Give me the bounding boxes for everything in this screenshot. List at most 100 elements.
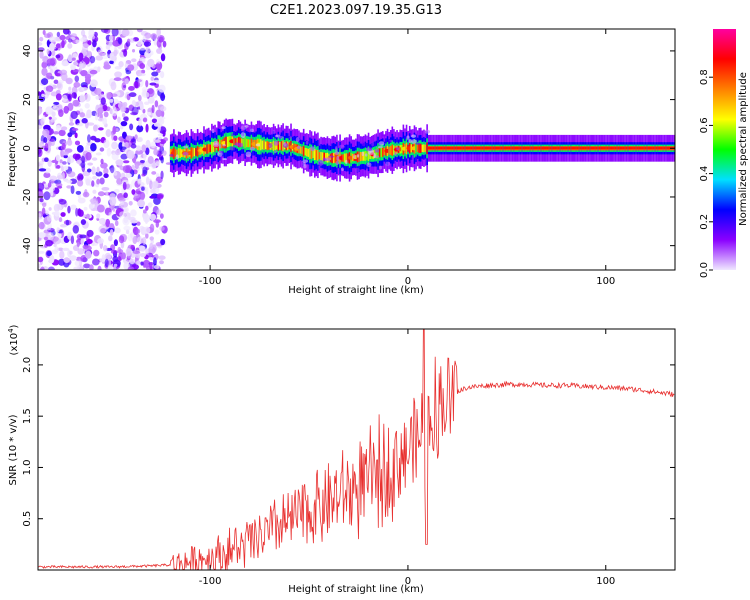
signal-core <box>461 147 463 150</box>
noise-cell <box>129 37 135 43</box>
noise-cell <box>74 75 80 83</box>
noise-cell <box>105 129 112 138</box>
noise-cell <box>115 159 124 166</box>
noise-cell <box>110 81 117 91</box>
scatter-cell <box>231 132 234 137</box>
signal-cell <box>288 142 291 150</box>
signal-core <box>628 147 631 150</box>
noise-cell <box>145 205 149 211</box>
noise-cell <box>70 110 78 120</box>
noise-cell <box>39 36 44 42</box>
noise-cell <box>48 116 52 120</box>
noise-cell <box>46 90 51 96</box>
noise-cell <box>85 151 92 161</box>
noise-cell <box>38 263 41 269</box>
signal-cell <box>375 149 378 159</box>
signal-cell <box>318 152 321 160</box>
noise-cell <box>159 213 164 219</box>
noise-cell <box>135 79 143 83</box>
noise-cell <box>125 248 132 257</box>
signal-core <box>540 147 542 150</box>
noise-cell <box>142 108 146 114</box>
signal-cell <box>274 141 276 151</box>
signal-core <box>503 147 506 150</box>
noise-cell <box>46 72 53 79</box>
signal-cell <box>378 148 381 158</box>
signal-cell <box>313 148 316 161</box>
signal-core <box>510 147 512 150</box>
noise-cell <box>63 165 69 171</box>
noise-cell <box>122 165 131 174</box>
signal-core <box>440 147 443 150</box>
noise-cell <box>103 173 109 179</box>
noise-cell <box>114 188 120 194</box>
signal-core <box>644 147 647 150</box>
noise-cell <box>128 92 137 98</box>
signal-core <box>497 147 500 150</box>
noise-cell <box>130 219 138 224</box>
signal-core <box>434 147 436 150</box>
signal-cell <box>369 151 371 160</box>
noise-cell <box>85 213 90 219</box>
noise-cell <box>94 112 99 121</box>
noise-cell <box>60 126 68 131</box>
noise-cell <box>42 114 46 122</box>
noise-cell <box>56 31 61 38</box>
noise-cell <box>51 111 56 118</box>
signal-cell <box>367 150 370 162</box>
noise-cell <box>42 29 46 36</box>
noise-cell <box>38 232 46 239</box>
noise-cell <box>59 223 68 228</box>
scatter-cell <box>295 137 300 143</box>
noise-cell <box>80 155 86 164</box>
noise-cell <box>153 257 157 267</box>
signal-core <box>668 147 671 150</box>
noise-cell <box>130 209 137 217</box>
scatter-cell <box>218 150 224 154</box>
signal-core <box>635 147 637 150</box>
noise-cell <box>156 194 164 200</box>
noise-cell <box>128 200 133 206</box>
signal-core <box>643 147 645 150</box>
signal-core <box>486 147 489 150</box>
noise-cell <box>110 249 119 255</box>
noise-cell <box>103 167 109 175</box>
noise-cell <box>147 202 153 208</box>
noise-cell <box>139 245 146 252</box>
noise-cell <box>76 145 84 153</box>
signal-core <box>632 147 634 150</box>
noise-cell <box>100 97 106 105</box>
noise-cell <box>38 191 44 198</box>
noise-cell <box>49 254 55 264</box>
signal-core <box>489 147 492 150</box>
noise-cell <box>104 258 109 268</box>
noise-cell <box>57 80 64 84</box>
noise-cell <box>121 252 126 260</box>
signal-core <box>494 147 496 150</box>
noise-cell <box>86 229 94 237</box>
noise-cell <box>66 185 72 189</box>
noise-cell <box>38 221 45 230</box>
noise-cell <box>128 85 135 91</box>
noise-cell <box>144 101 150 105</box>
snr-exponent-label: (x104) <box>7 324 20 355</box>
signal-core <box>532 147 534 150</box>
noise-cell <box>109 60 114 65</box>
colorbar-tick-label: 0.4 <box>699 166 710 182</box>
signal-cell <box>211 141 213 154</box>
noise-cell <box>86 168 92 173</box>
noise-cell <box>54 210 60 217</box>
noise-cell <box>72 52 78 59</box>
noise-cell <box>139 191 146 201</box>
noise-cell <box>153 160 162 164</box>
signal-core <box>601 147 604 150</box>
noise-cell <box>153 122 161 127</box>
signal-core <box>475 147 477 150</box>
scatter-cell <box>366 162 372 168</box>
noise-cell <box>139 63 146 70</box>
noise-cell <box>122 160 130 164</box>
signal-core <box>427 147 430 150</box>
signal-core <box>476 147 479 150</box>
noise-cell <box>80 70 88 76</box>
scatter-cell <box>411 139 417 144</box>
